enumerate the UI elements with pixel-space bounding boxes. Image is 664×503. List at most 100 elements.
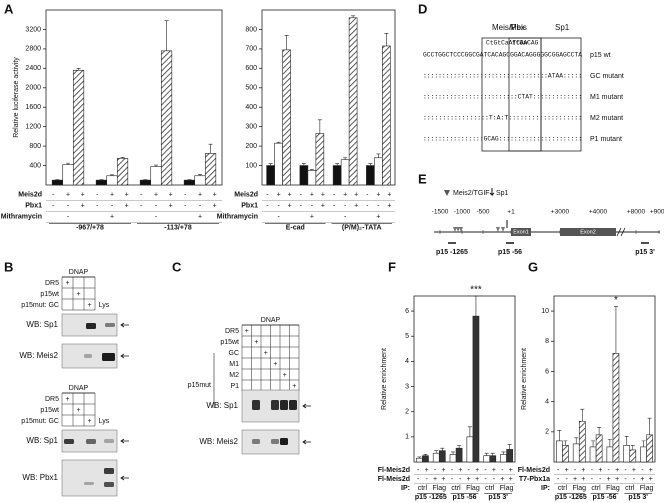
amplicon-label: p15 -56	[498, 249, 522, 256]
lane-label: DR5	[225, 328, 239, 335]
plot-frame	[45, 9, 223, 186]
bar	[416, 457, 423, 463]
blot-label: WB: Meis2	[19, 351, 58, 360]
lane-label: M1	[229, 361, 239, 368]
row-label: Meis2d	[234, 192, 258, 199]
sign: +	[615, 476, 619, 483]
bar	[500, 454, 507, 463]
error-bar	[580, 408, 585, 422]
blot-band	[252, 439, 260, 444]
sequence-label: p15 wt	[590, 52, 611, 59]
sign: +	[76, 407, 80, 414]
sign: -	[624, 467, 627, 474]
bar	[204, 153, 217, 186]
sign: +	[245, 328, 249, 335]
sign: +	[154, 192, 158, 199]
y-tick-label: 700	[245, 46, 257, 53]
x-tick-label: ctrl	[591, 485, 601, 492]
panel-letter: D	[418, 1, 427, 16]
y-tick-label: 5	[405, 333, 409, 340]
error-bar	[467, 426, 472, 437]
blot-band	[104, 482, 114, 487]
motif	[489, 188, 495, 197]
sign: -	[155, 203, 158, 210]
sign: +	[387, 203, 391, 210]
error-bar	[591, 440, 596, 447]
sign: -	[557, 467, 560, 474]
motif	[444, 190, 450, 196]
x-tick-label: Flag	[466, 485, 480, 492]
error-bar	[120, 156, 125, 159]
sequence-label: GC mutant	[590, 73, 624, 80]
blot-label: WB: Pbx1	[22, 473, 58, 482]
coordinate: -1000	[454, 209, 471, 216]
sign: +	[598, 467, 602, 474]
group-label: (P/M)₂-TATA	[342, 225, 382, 232]
error-bar	[557, 430, 562, 441]
row-label: Meis2d	[18, 192, 42, 199]
sign: +	[500, 476, 504, 483]
motif	[456, 227, 460, 232]
error-bar	[417, 456, 422, 459]
bar	[640, 446, 647, 463]
bar	[116, 157, 129, 186]
y-tick-label: 100	[245, 162, 257, 169]
y-tick-label: 500	[245, 85, 257, 92]
lane-label: DR5	[45, 280, 59, 287]
blot-band	[84, 354, 92, 358]
bar	[612, 353, 620, 463]
bar	[183, 179, 196, 186]
sign: +	[607, 476, 611, 483]
lane-label: GC	[229, 350, 240, 357]
sign: -	[300, 203, 303, 210]
sign: +	[125, 192, 129, 199]
bar	[572, 443, 580, 463]
sign: +	[649, 476, 653, 483]
y-tick-label: 3200	[25, 26, 41, 33]
legend-label: Sp1	[496, 190, 509, 197]
bar	[366, 165, 375, 186]
sign: -	[184, 203, 187, 210]
y-tick-label: 1200	[25, 124, 41, 131]
sign: +	[343, 192, 347, 199]
arrow	[302, 403, 311, 409]
group-label: p15 -1265	[415, 494, 447, 501]
sign: -	[557, 476, 560, 483]
exon-label: Exon2	[580, 229, 596, 235]
error-bar	[457, 445, 462, 449]
error-bar	[490, 452, 495, 456]
consensus: CtGtCaATCAw	[486, 40, 528, 47]
site-label: Sp1	[555, 23, 570, 32]
bar	[382, 45, 391, 186]
y-tick-label: 300	[245, 124, 257, 131]
annotation: *	[614, 295, 618, 306]
sign: +	[441, 476, 445, 483]
y-tick-label: 2000	[25, 85, 41, 92]
x-tick-label: Flag	[640, 485, 654, 492]
lane-label: P1	[230, 383, 239, 390]
error-bar	[607, 439, 612, 447]
sign: -	[425, 476, 428, 483]
bar	[315, 133, 325, 186]
y-tick-label: 10	[541, 308, 549, 315]
sequence: GCCTGGCTCCCGGCGATCACAGCGGACAGGGGGCGGAGCC…	[423, 52, 582, 59]
lane-label: p15wt	[40, 291, 59, 298]
blot-band	[86, 439, 96, 444]
blot-band	[280, 438, 288, 445]
error-bar	[574, 437, 579, 444]
blot-band	[252, 400, 260, 410]
plot-frame	[553, 295, 656, 463]
blot-header: DNAP	[261, 317, 281, 324]
sign: -	[451, 467, 454, 474]
error-bar	[335, 163, 340, 166]
exon	[511, 228, 531, 236]
bar	[139, 179, 152, 186]
blot-band	[102, 353, 115, 361]
site-label: Meis/Pbx	[492, 23, 525, 32]
bar	[150, 166, 162, 186]
coordinate: -1500	[432, 209, 449, 216]
sign: -	[451, 476, 454, 483]
group-label: p15 -1265	[555, 494, 587, 501]
motif	[496, 227, 500, 232]
